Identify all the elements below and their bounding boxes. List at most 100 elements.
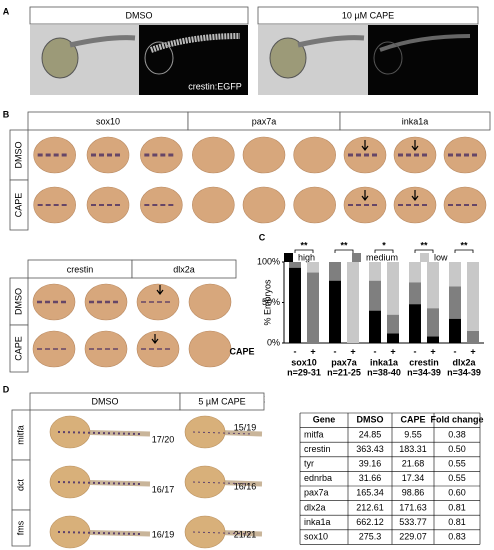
table-cell: mitfa	[304, 429, 324, 439]
embryo	[242, 136, 286, 174]
significance: **	[340, 240, 348, 250]
melanocytes	[57, 531, 141, 535]
significance-bracket	[374, 249, 394, 253]
table-cell: 0.38	[448, 429, 466, 439]
table-cell: 31.66	[359, 473, 382, 483]
table-cell: 171.63	[399, 502, 427, 512]
label-box	[257, 6, 479, 25]
bar-segment	[449, 318, 461, 343]
table-cell: 165.34	[356, 488, 384, 498]
tail	[297, 35, 365, 48]
significance-bracket	[454, 249, 474, 253]
column-header: DMSO	[92, 396, 119, 406]
legend-label: medium	[366, 252, 398, 262]
row-label: DMSO	[13, 142, 23, 169]
column-header: 10 µM CAPE	[342, 10, 394, 20]
y-tick-label: 50%	[262, 297, 280, 307]
count-label: 16/16	[234, 481, 257, 491]
table-cell: 183.31	[399, 444, 427, 454]
bar-segment	[369, 262, 381, 281]
count-label: 16/17	[152, 484, 175, 494]
treatment-tick: -	[454, 346, 457, 356]
legend-label: high	[298, 252, 315, 262]
bar-segment	[387, 333, 399, 343]
embryo	[192, 136, 235, 174]
treatment-tick: +	[310, 346, 315, 356]
table-cell: 363.43	[356, 444, 384, 454]
table-cell: 39.16	[359, 458, 382, 468]
count-label: n=34-39	[407, 367, 441, 377]
count-label: n=21-25	[327, 367, 361, 377]
gene-header: dlx2a	[173, 264, 195, 274]
treatment-label: CAPE	[229, 346, 254, 356]
significance-bracket	[414, 249, 434, 253]
bar-segment	[329, 262, 341, 281]
bar-segment	[387, 262, 399, 315]
column-header: DMSO	[126, 10, 153, 20]
table-cell: dlx2a	[304, 502, 326, 512]
table-cell: 662.12	[356, 517, 384, 527]
count-label: n=29-31	[287, 367, 321, 377]
count-label: 17/20	[152, 434, 175, 444]
row-label: CAPE	[13, 336, 23, 361]
embryo	[293, 136, 336, 174]
table-cell: sox10	[304, 531, 328, 541]
bar-segment	[289, 262, 301, 268]
arrow	[411, 190, 419, 201]
table-cell: 21.68	[402, 458, 425, 468]
bar-segment	[329, 280, 341, 343]
panel-letter: A	[3, 6, 10, 16]
table-cell: 0.81	[448, 502, 466, 512]
melanocytes	[57, 431, 141, 435]
table-cell: 0.50	[448, 444, 466, 454]
bar-segment	[449, 262, 461, 287]
row-label: dct	[15, 479, 25, 492]
treatment-tick: +	[470, 346, 475, 356]
table-cell: ednrba	[304, 473, 332, 483]
gfp-embryo	[149, 33, 241, 53]
melanocytes	[57, 481, 141, 485]
column-header: 5 µM CAPE	[198, 396, 245, 406]
gfp-embryo	[379, 34, 471, 52]
bar-segment	[307, 262, 319, 273]
legend-label: low	[434, 252, 448, 262]
embryo	[293, 186, 336, 224]
embryo	[188, 283, 232, 321]
y-axis-label: % Embryos	[262, 279, 272, 326]
fluorescence-photo	[139, 25, 248, 95]
table-cell: 0.83	[448, 531, 466, 541]
arrow	[151, 334, 159, 344]
legend-swatch	[284, 253, 293, 262]
table-cell: 229.07	[399, 531, 427, 541]
label-box	[131, 259, 237, 279]
table-cell: 0.55	[448, 458, 466, 468]
bar-segment	[409, 304, 421, 343]
bar-segment	[467, 262, 479, 331]
table-cell: 98.86	[402, 488, 425, 498]
bar-segment	[347, 262, 359, 343]
embryo	[192, 186, 235, 224]
bar-segment	[307, 272, 319, 343]
table-cell: 533.77	[399, 517, 427, 527]
arrow	[361, 140, 369, 151]
count-label: n=34-39	[447, 367, 481, 377]
panel-letter: C	[259, 232, 266, 242]
table-cell: 0.81	[448, 517, 466, 527]
row-label: CAPE	[13, 193, 23, 218]
table-header: CAPE	[400, 415, 425, 425]
bar-segment	[289, 267, 301, 343]
table-header: Fold change	[430, 415, 483, 425]
arrow	[156, 285, 164, 295]
label-box	[339, 111, 491, 131]
y-tick-label: 100%	[257, 256, 280, 266]
significance-bracket	[294, 249, 314, 253]
table-cell: 275.3	[359, 531, 382, 541]
y-tick-label: 0%	[267, 337, 280, 347]
gene-header: inka1a	[402, 116, 429, 126]
panel-letter: D	[3, 384, 10, 394]
bar-segment	[369, 280, 381, 311]
legend-swatch	[352, 253, 361, 262]
count-label: n=38-40	[367, 367, 401, 377]
bar-segment	[427, 308, 439, 337]
